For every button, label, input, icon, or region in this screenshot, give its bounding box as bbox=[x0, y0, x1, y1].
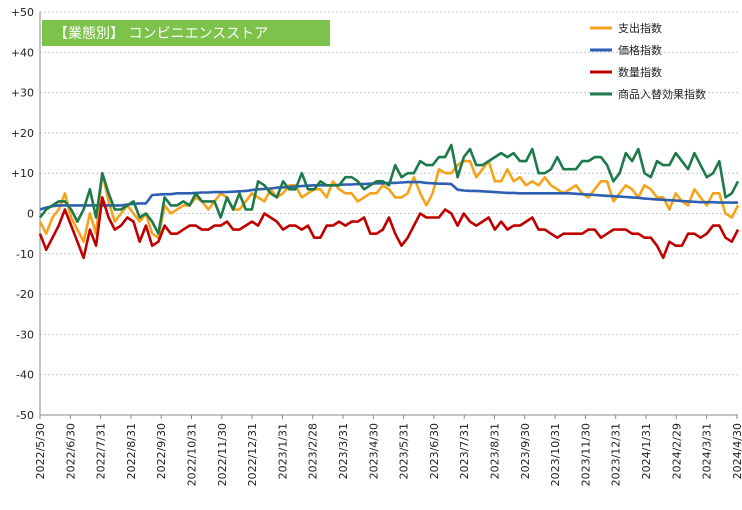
x-tick-label: 2022/8/31 bbox=[125, 423, 138, 479]
x-tick-label: 2023/9/30 bbox=[519, 423, 532, 479]
y-tick-label: +50 bbox=[11, 6, 34, 19]
x-tick-label: 2023/10/31 bbox=[549, 423, 562, 486]
y-tick-label: +40 bbox=[11, 46, 34, 59]
x-tick-label: 2022/5/30 bbox=[34, 423, 47, 479]
x-tick-label: 2023/2/28 bbox=[307, 423, 320, 479]
y-tick-label: -30 bbox=[16, 328, 34, 341]
x-tick-label: 2024/2/29 bbox=[670, 423, 683, 479]
x-tick-label: 2022/7/31 bbox=[95, 423, 108, 479]
x-tick-label: 2023/5/31 bbox=[398, 423, 411, 479]
y-tick-label: -20 bbox=[16, 288, 34, 301]
x-tick-label: 2023/6/30 bbox=[428, 423, 441, 479]
x-tick-label: 2024/4/30 bbox=[731, 423, 742, 479]
series-line-2 bbox=[38, 196, 740, 260]
series-lines bbox=[38, 143, 740, 260]
x-tick-label: 2023/11/30 bbox=[579, 423, 592, 486]
x-axis: 2022/5/30 2022/6/30 2022/7/31 2022/8/31 2022… bbox=[34, 415, 742, 486]
y-tick-label: +20 bbox=[11, 127, 34, 140]
y-tick-label: 0 bbox=[27, 208, 34, 221]
x-tick-label: 2023/3/31 bbox=[337, 423, 350, 479]
x-tick-label: 2022/9/30 bbox=[155, 423, 168, 479]
legend-label: 支出指数 bbox=[618, 21, 662, 35]
gridlines bbox=[40, 11, 738, 376]
y-tick-label: +10 bbox=[11, 167, 34, 180]
chart-title: 【業態別】 コンビニエンスストア bbox=[54, 26, 268, 42]
x-tick-label: 2023/8/31 bbox=[489, 423, 502, 479]
y-tick-label: -10 bbox=[16, 248, 34, 261]
legend-label: 価格指数 bbox=[618, 43, 662, 57]
series-line-0 bbox=[38, 159, 740, 243]
x-tick-label: 2022/10/31 bbox=[186, 423, 199, 486]
x-tick-label: 2022/6/30 bbox=[64, 423, 77, 479]
legend-label: 商品入替効果指数 bbox=[618, 87, 706, 101]
y-tick-label: +30 bbox=[11, 87, 34, 100]
x-tick-label: 2023/1/31 bbox=[276, 423, 289, 479]
y-tick-label: -40 bbox=[16, 369, 34, 382]
x-tick-label: 2024/3/31 bbox=[701, 423, 714, 479]
title-background bbox=[42, 20, 330, 46]
x-tick-label: 2023/4/30 bbox=[367, 423, 380, 479]
x-tick-label: 2023/12/31 bbox=[610, 423, 623, 486]
series-line-3 bbox=[38, 143, 740, 235]
x-tick-label: 2022/12/31 bbox=[246, 423, 259, 486]
y-axis: -50 -40 -30 -20 -10 0 +10 +20 +30 +40 +50 bbox=[11, 6, 738, 422]
x-tick-label: 2024/1/31 bbox=[640, 423, 653, 479]
x-tick-label: 2023/7/31 bbox=[458, 423, 471, 479]
x-tick-label: 2022/11/30 bbox=[216, 423, 229, 486]
title-box: 【業態別】 コンビニエンスストア bbox=[42, 20, 330, 46]
legend-label: 数量指数 bbox=[618, 65, 662, 79]
y-tick-label: -50 bbox=[16, 409, 34, 422]
